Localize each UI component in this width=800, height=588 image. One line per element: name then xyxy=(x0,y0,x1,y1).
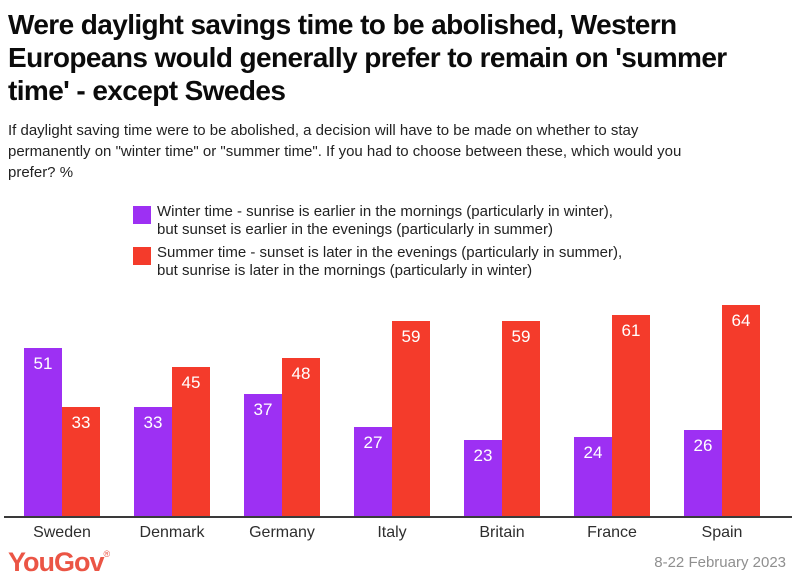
legend: Winter time - sunrise is earlier in the … xyxy=(133,203,800,280)
winter-legend-swatch xyxy=(133,206,151,224)
legend-entry-winter: Winter time - sunrise is earlier in the … xyxy=(133,203,800,239)
bar-value-label: 45 xyxy=(181,373,201,392)
bar-value-label: 51 xyxy=(33,354,53,373)
bar-value-label: 23 xyxy=(473,446,493,465)
bar-value-label: 24 xyxy=(583,443,603,462)
bar-value-label: 64 xyxy=(731,311,751,330)
category-label-britain: Britain xyxy=(479,524,525,541)
bar-value-label: 59 xyxy=(511,327,531,346)
summer-legend-line1: Summer time - sunset is later in the eve… xyxy=(157,244,623,261)
winter-bar-denmark: 33 xyxy=(134,407,172,516)
bar-value-label: 33 xyxy=(71,413,91,432)
category-label-germany: Germany xyxy=(249,524,315,541)
bar-group-britain: 23 59 xyxy=(464,321,540,516)
bar-groups: 51 33 33 45 37 48 27 59 23 59 24 61 26 64 xyxy=(24,304,800,516)
category-labels: Sweden Denmark Germany Italy Britain France Sp… xyxy=(24,524,800,542)
bar-chart: 51 33 33 45 37 48 27 59 23 59 24 61 26 64 Sweden Denma… xyxy=(0,304,800,542)
yougov-logo: YouGov® xyxy=(8,547,111,578)
registered-trademark-icon: ® xyxy=(103,549,111,559)
legend-entry-summer: Summer time - sunset is later in the eve… xyxy=(133,244,800,280)
category-label-sweden: Sweden xyxy=(33,524,91,541)
winter-bar-italy: 27 xyxy=(354,427,392,516)
winter-bar-germany: 37 xyxy=(244,394,282,516)
bar-group-denmark: 33 45 xyxy=(134,367,210,516)
summer-bar-denmark: 45 xyxy=(172,367,210,516)
category-label-france: France xyxy=(587,524,637,541)
bar-group-france: 24 61 xyxy=(574,315,650,516)
summer-legend-label: Summer time - sunset is later in the eve… xyxy=(157,244,622,280)
bar-value-label: 26 xyxy=(693,436,713,455)
category-label-italy: Italy xyxy=(377,524,407,541)
summer-legend-swatch xyxy=(133,247,151,265)
summer-bar-italy: 59 xyxy=(392,321,430,516)
summer-bar-france: 61 xyxy=(612,315,650,516)
bar-group-sweden: 51 33 xyxy=(24,348,100,516)
bar-value-label: 27 xyxy=(363,433,383,452)
category-label-spain: Spain xyxy=(701,524,743,541)
winter-legend-label: Winter time - sunrise is earlier in the … xyxy=(157,203,613,239)
summer-bar-germany: 48 xyxy=(282,358,320,516)
bar-value-label: 48 xyxy=(291,364,311,383)
bar-group-germany: 37 48 xyxy=(244,358,320,516)
bar-value-label: 33 xyxy=(143,413,163,432)
winter-bar-spain: 26 xyxy=(684,430,722,516)
bar-group-italy: 27 59 xyxy=(354,321,430,516)
winter-bar-sweden: 51 xyxy=(24,348,62,516)
yougov-logo-text: YouGov xyxy=(8,547,105,577)
footer: YouGov® 8-22 February 2023 xyxy=(0,547,800,578)
bar-value-label: 61 xyxy=(621,321,641,340)
chart-subtitle: If daylight saving time were to be aboli… xyxy=(8,122,682,181)
category-label-denmark: Denmark xyxy=(139,524,205,541)
bar-group-spain: 26 64 xyxy=(684,305,760,516)
summer-bar-sweden: 33 xyxy=(62,407,100,516)
summer-bar-britain: 59 xyxy=(502,321,540,516)
winter-bar-britain: 23 xyxy=(464,440,502,516)
bar-value-label: 37 xyxy=(253,400,273,419)
bar-value-label: 59 xyxy=(401,327,421,346)
winter-legend-line1: Winter time - sunrise is earlier in the … xyxy=(157,203,613,220)
fieldwork-dates: 8-22 February 2023 xyxy=(654,554,786,571)
summer-bar-spain: 64 xyxy=(722,305,760,516)
chart-title: Were daylight savings time to be abolish… xyxy=(8,9,727,106)
winter-bar-france: 24 xyxy=(574,437,612,516)
winter-legend-line2: but sunset is earlier in the evenings (p… xyxy=(157,221,553,238)
x-axis-line xyxy=(4,516,792,518)
summer-legend-line2: but sunrise is later in the mornings (pa… xyxy=(157,262,533,279)
